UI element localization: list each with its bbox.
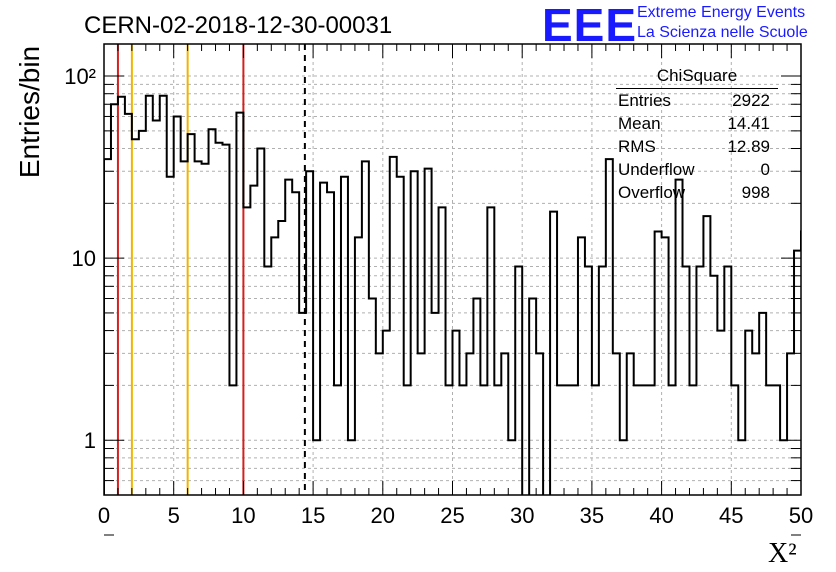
stats-label: Underflow <box>618 160 695 179</box>
stats-label: Mean <box>618 114 661 133</box>
x-axis-label: X² <box>768 538 797 570</box>
stats-row-rms: RMS 12.89 <box>612 135 778 158</box>
stats-row-overflow: Overflow 998 <box>612 181 778 204</box>
x-tick-label: 35 <box>580 503 604 528</box>
stats-label: Entries <box>618 91 671 110</box>
y-axis-label: Entries/bin <box>14 45 45 179</box>
x-tick-label: 30 <box>510 503 534 528</box>
eee-logo: EEE <box>542 0 638 51</box>
stats-value: 998 <box>741 183 770 202</box>
stats-row-mean: Mean 14.41 <box>612 112 778 135</box>
stats-value: 14.41 <box>727 114 770 133</box>
x-tick-label: 10 <box>231 503 255 528</box>
tick-labels: 0 5 10 15 20 25 30 35 40 45 50 1 10 10² <box>64 64 813 528</box>
stats-label: Overflow <box>618 183 686 202</box>
stats-box: ChiSquare Entries 2922 Mean 14.41 RMS 12.89… <box>612 66 778 204</box>
stats-value: 12.89 <box>727 137 770 156</box>
axis-ticks <box>103 44 802 536</box>
stats-row-underflow: Underflow 0 <box>612 158 778 181</box>
y-tick-label: 1 <box>84 428 96 453</box>
stats-row-entries: Entries 2922 <box>612 89 778 112</box>
stats-label: RMS <box>618 137 656 156</box>
stats-title: ChiSquare <box>616 66 778 89</box>
x-axis-label-text: X² <box>768 538 797 569</box>
x-tick-label: 20 <box>371 503 395 528</box>
stats-value: 2922 <box>732 91 770 110</box>
logo-line-1: Extreme Energy Events <box>637 4 806 21</box>
x-tick-label: 25 <box>440 503 464 528</box>
y-tick-label: 10 <box>72 246 96 271</box>
x-tick-label: 0 <box>98 503 110 528</box>
x-tick-label: 15 <box>301 503 325 528</box>
stats-value: 0 <box>760 160 770 179</box>
x-tick-label: 45 <box>719 503 743 528</box>
histogram-series <box>104 94 801 495</box>
y-tick-label: 10² <box>64 64 96 89</box>
x-tick-label: 50 <box>789 503 813 528</box>
logo-line-2: La Scienza nelle Scuole <box>637 24 808 41</box>
chart-title: CERN-02-2018-12-30-00031 <box>84 12 393 39</box>
x-tick-label: 5 <box>168 503 180 528</box>
x-tick-label: 40 <box>649 503 673 528</box>
